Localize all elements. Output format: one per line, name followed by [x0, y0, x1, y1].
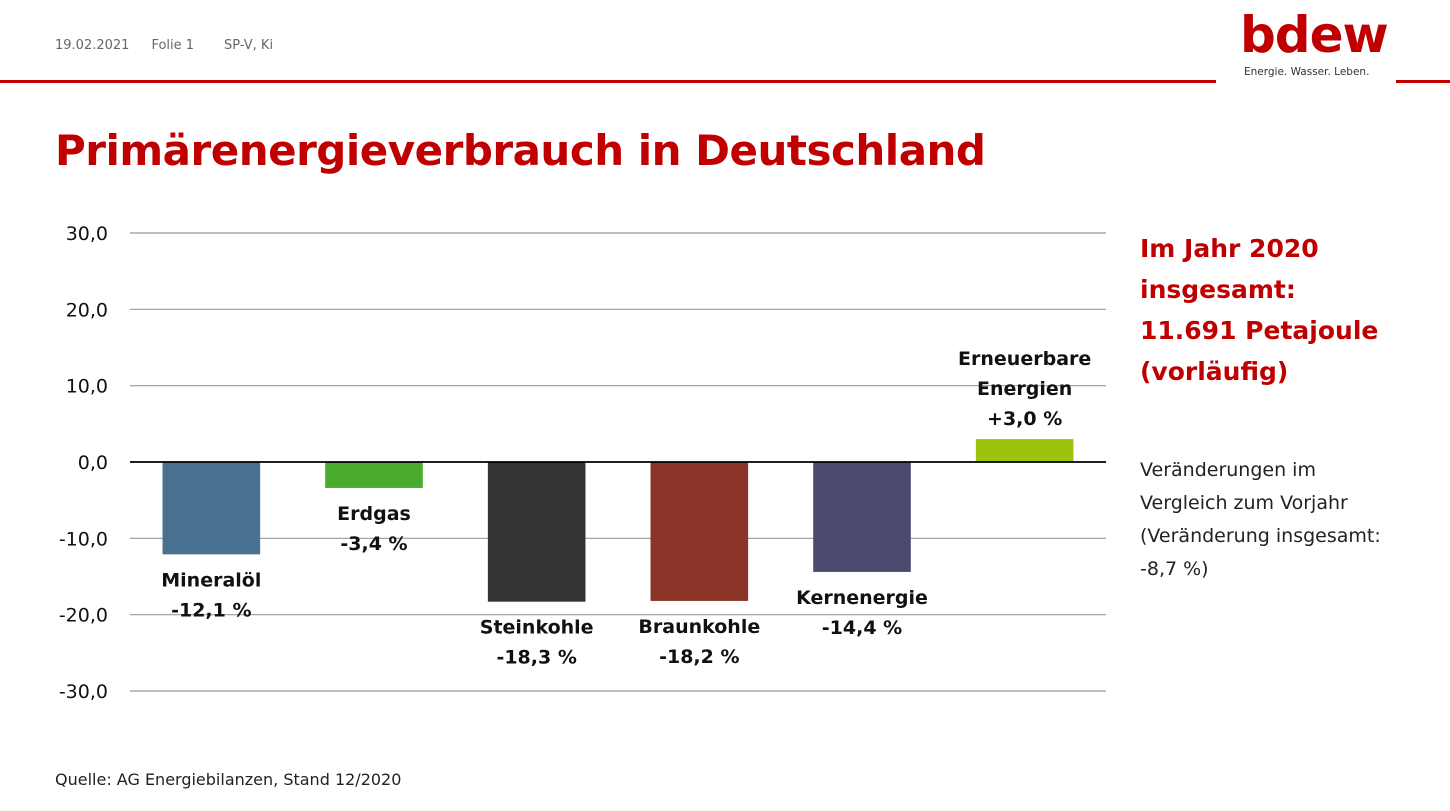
y-tick-label: 0,0: [78, 452, 108, 474]
bar-category-label: Braunkohle: [638, 616, 760, 638]
bar: [813, 462, 911, 572]
logo-tagline: Energie. Wasser. Leben.: [1244, 66, 1370, 78]
y-tick-label: 10,0: [66, 376, 108, 398]
bar-chart: 30,0 20,0 10,0 0,0 -10,0 -20,0 -30,0 Mineralöl…: [59, 223, 1106, 703]
chart-tick-labels: 30,0 20,0 10,0 0,0 -10,0 -20,0 -30,0: [59, 223, 108, 703]
note-line: (Veränderung insgesamt:: [1140, 525, 1381, 547]
slide-date: 19.02.2021: [55, 38, 130, 53]
source-note: Quelle: AG Energiebilanzen, Stand 12/202…: [55, 770, 402, 789]
bar-value-label: -18,2 %: [659, 646, 739, 668]
bdew-logo: bdew Energie. Wasser. Leben.: [1238, 6, 1389, 78]
note-line: -8,7 %): [1140, 558, 1209, 580]
y-tick-label: 30,0: [66, 223, 108, 245]
bar-category-label: Erneuerbare: [958, 348, 1091, 370]
slide-author: SP-V, Ki: [224, 38, 274, 53]
summary-line: (vorläufig): [1140, 357, 1289, 386]
chart-bars: [162, 439, 1074, 602]
bar-value-label: -18,3 %: [496, 647, 576, 669]
bar: [325, 462, 423, 488]
header-rule-left: [0, 80, 1216, 83]
bar: [975, 439, 1074, 462]
chart-data-labels: Mineralöl -12,1 % Erdgas -3,4 % Steinkohle -1…: [161, 348, 1091, 669]
chart-gridlines: [130, 232, 1106, 692]
header-rule-right: [1396, 80, 1450, 83]
change-note: Veränderungen im Vergleich zum Vorjahr (…: [1140, 454, 1440, 586]
y-tick-label: 20,0: [66, 299, 108, 321]
summary-line: 11.691 Petajoule: [1140, 316, 1379, 345]
note-line: Vergleich zum Vorjahr: [1140, 492, 1348, 514]
y-tick-label: -20,0: [59, 605, 108, 627]
bar-category-label: Erdgas: [337, 503, 411, 525]
bar: [650, 462, 749, 601]
page-title: Primärenergieverbrauch in Deutschland: [55, 126, 986, 175]
y-tick-label: -10,0: [59, 528, 108, 550]
bar-category-label: Kernenergie: [796, 587, 928, 609]
logo-wordmark: bdew: [1240, 6, 1389, 64]
summary-line: insgesamt:: [1140, 275, 1296, 304]
bar-value-label: -14,4 %: [822, 617, 902, 639]
total-summary: Im Jahr 2020 insgesamt: 11.691 Petajoule…: [1140, 228, 1440, 392]
note-line: Veränderungen im: [1140, 459, 1316, 481]
summary-line: Im Jahr 2020: [1140, 234, 1319, 263]
bar-value-label: +3,0 %: [987, 408, 1062, 430]
bar-category-label: Energien: [977, 378, 1072, 400]
bar-value-label: -12,1 %: [171, 599, 251, 621]
y-tick-label: -30,0: [59, 681, 108, 703]
bar-category-label: Steinkohle: [480, 617, 594, 639]
bar-category-label: Mineralöl: [161, 569, 261, 591]
bar: [487, 462, 586, 602]
bar: [162, 462, 261, 555]
bar-value-label: -3,4 %: [340, 533, 407, 555]
header-meta: 19.02.2021 Folie 1 SP-V, Ki: [55, 38, 273, 53]
slide-number: Folie 1: [151, 38, 195, 53]
